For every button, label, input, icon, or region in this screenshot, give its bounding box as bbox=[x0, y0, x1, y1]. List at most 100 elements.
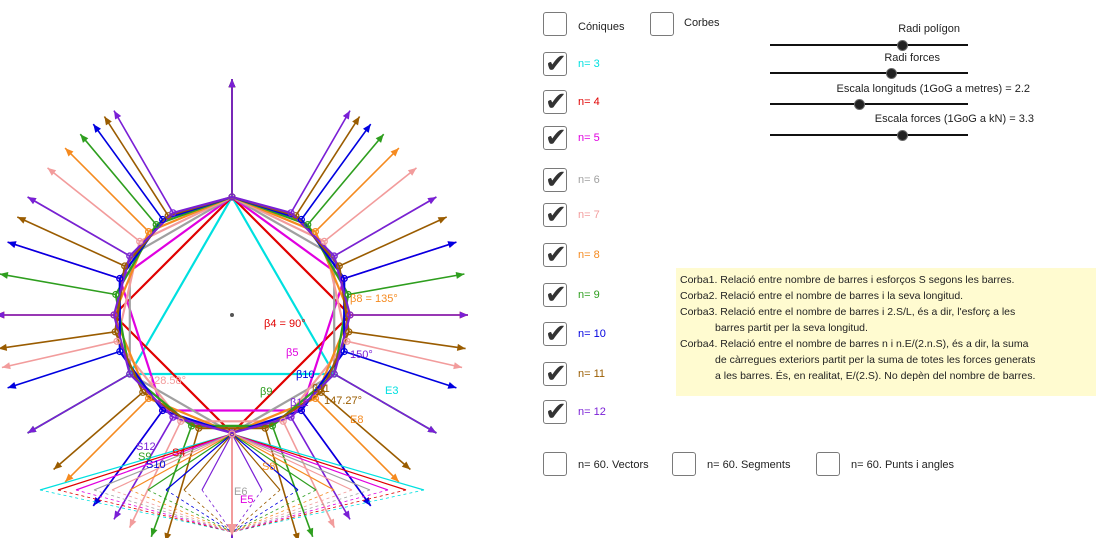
dashed-closure-n10 bbox=[231, 489, 299, 533]
vertex-point bbox=[279, 417, 287, 425]
n-4-label: n= 4 bbox=[578, 96, 600, 108]
segments-60-checkbox[interactable] bbox=[672, 452, 696, 476]
n-3-checkbox[interactable]: ✔ bbox=[543, 48, 567, 78]
vertex-point bbox=[287, 413, 295, 421]
n-5-checkbox[interactable]: ✔ bbox=[543, 122, 567, 152]
dashed-closure-n8 bbox=[231, 489, 335, 533]
vertex-point bbox=[195, 424, 203, 432]
polygon-n3 bbox=[127, 194, 337, 376]
note-line: Corba1. Relació entre nombre de barres i… bbox=[680, 274, 1015, 286]
n-8-checkbox[interactable]: ✔ bbox=[543, 239, 567, 269]
arrow-head-icon bbox=[342, 110, 350, 120]
drawing-label: β8 = 135° bbox=[350, 293, 398, 305]
bar-line-n3 bbox=[39, 433, 233, 491]
n-6-checkbox[interactable]: ✔ bbox=[543, 164, 567, 194]
vertex-point bbox=[228, 193, 236, 201]
arrow-head-icon bbox=[437, 216, 447, 224]
force-arrow-n11 bbox=[320, 391, 411, 471]
n-12-checkbox[interactable]: ✔ bbox=[543, 396, 567, 426]
dashed-closure-n12 bbox=[231, 489, 263, 533]
vertex-point bbox=[136, 237, 144, 245]
vertex-point bbox=[311, 228, 319, 236]
n-10-checkbox[interactable]: ✔ bbox=[543, 318, 567, 348]
arrow-head-icon bbox=[228, 79, 236, 88]
points-angles-60-label: n= 60. Punts i angles bbox=[851, 459, 955, 471]
curves-checkbox[interactable] bbox=[650, 12, 674, 36]
arrow-head-icon bbox=[7, 382, 17, 389]
force-scale-label: Escala forces (1GoG a kN) = 3.3 bbox=[874, 113, 1034, 125]
n-7-checkbox[interactable]: ✔ bbox=[543, 199, 567, 229]
vertex-point bbox=[111, 328, 119, 336]
force-arrow-n9 bbox=[150, 425, 193, 538]
drawing-label: E8 bbox=[350, 414, 363, 426]
dashed-closure-n5 bbox=[231, 489, 389, 533]
force-arrow-n10 bbox=[7, 350, 121, 389]
vertex-point bbox=[320, 237, 328, 245]
drawing-label: 150° bbox=[350, 349, 373, 361]
force-arrow-n7 bbox=[47, 167, 141, 243]
vectors-60-checkbox[interactable] bbox=[543, 452, 567, 476]
curves-description-box: Corba1. Relació entre nombre de barres i… bbox=[676, 268, 1096, 396]
arrow-head-icon bbox=[342, 510, 350, 520]
arrow-head-icon bbox=[390, 473, 399, 482]
arrow-head-icon bbox=[93, 124, 101, 133]
arrow-head-icon bbox=[455, 272, 465, 279]
arrow-head-icon bbox=[427, 425, 437, 433]
arrow-head-icon bbox=[129, 518, 137, 528]
drawing-label: β5 bbox=[286, 347, 298, 359]
force-arrow-n9 bbox=[348, 273, 465, 296]
vertex-point bbox=[330, 370, 338, 378]
force-arrow-n12 bbox=[27, 196, 131, 257]
n-3-label: n= 3 bbox=[578, 58, 600, 70]
vertex-point bbox=[335, 262, 343, 270]
n-9-checkbox[interactable]: ✔ bbox=[543, 279, 567, 309]
n-11-checkbox[interactable]: ✔ bbox=[543, 358, 567, 388]
vertex-point bbox=[345, 328, 353, 336]
force-arrow-n12 bbox=[113, 416, 174, 520]
force-arrow-n7 bbox=[346, 340, 463, 369]
vertex-point bbox=[340, 347, 348, 356]
drawing-label: β10 bbox=[296, 369, 315, 381]
arrow-head-icon bbox=[401, 461, 411, 470]
vertex-point bbox=[346, 311, 354, 319]
drawing-label: S12 bbox=[136, 441, 156, 453]
arrow-head-icon bbox=[352, 116, 360, 126]
vertex-point bbox=[159, 406, 167, 415]
polygons bbox=[112, 194, 352, 435]
arrow-head-icon bbox=[27, 425, 37, 433]
drawing-label: β4 = 90° bbox=[264, 318, 306, 330]
force-arrow-n9 bbox=[0, 273, 116, 296]
vertex-point bbox=[169, 413, 177, 421]
force-arrow-n12 bbox=[333, 373, 437, 434]
n-10-label: n= 10 bbox=[578, 328, 606, 340]
conics-checkbox[interactable] bbox=[543, 12, 567, 36]
vertex-point bbox=[159, 215, 167, 224]
n-4-checkbox[interactable]: ✔ bbox=[543, 86, 567, 116]
vertex-point bbox=[304, 221, 312, 229]
force-arrow-n7 bbox=[323, 167, 417, 243]
force-arrow-n12 bbox=[290, 416, 351, 520]
bar-line-n3 bbox=[231, 433, 425, 491]
arrow-head-icon bbox=[375, 134, 384, 143]
note-line: Corba3. Relació entre el nombre de barre… bbox=[680, 306, 1016, 318]
dashed-closure-n9 bbox=[231, 489, 317, 533]
arrow-head-icon bbox=[459, 311, 468, 319]
arrow-head-icon bbox=[306, 527, 314, 537]
force-arrow-n11 bbox=[53, 391, 144, 471]
points-angles-60-checkbox[interactable] bbox=[816, 452, 840, 476]
force-arrow-n9 bbox=[271, 425, 314, 538]
vertex-point bbox=[116, 347, 124, 356]
force-arrow-n10 bbox=[300, 410, 372, 507]
note-line: barres partit per la seva longitud. bbox=[715, 322, 868, 334]
polygon-n12 bbox=[112, 195, 352, 435]
arrow-head-icon bbox=[453, 362, 463, 370]
bar-line-n5 bbox=[75, 433, 233, 491]
check-icon: ✔ bbox=[545, 358, 567, 388]
vertex-point bbox=[110, 311, 118, 319]
arrow-head-icon bbox=[0, 311, 5, 319]
force-arrow-n7 bbox=[282, 420, 336, 528]
force-arrow-n11 bbox=[338, 216, 448, 267]
arrow-head-icon bbox=[80, 134, 89, 143]
check-icon: ✔ bbox=[545, 239, 567, 269]
